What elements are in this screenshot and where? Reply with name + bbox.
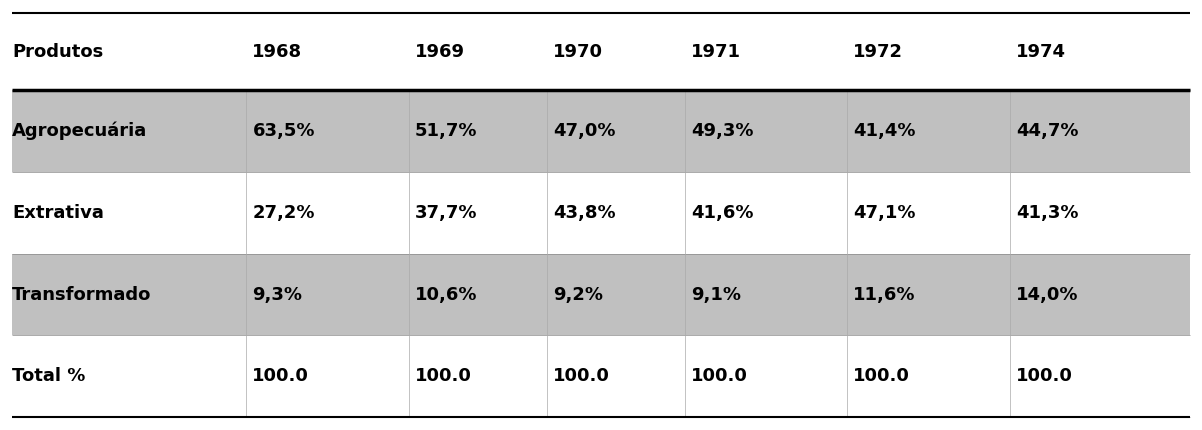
Text: Extrativa: Extrativa: [12, 204, 103, 222]
Text: Agropecuária: Agropecuária: [12, 122, 148, 141]
Text: 14,0%: 14,0%: [1016, 286, 1078, 304]
Text: 1971: 1971: [691, 43, 742, 61]
Bar: [12, 90, 1190, 172]
Text: 41,4%: 41,4%: [853, 122, 916, 140]
Text: 43,8%: 43,8%: [553, 204, 615, 222]
Text: 47,1%: 47,1%: [853, 204, 916, 222]
Text: Total %: Total %: [12, 367, 85, 385]
Text: 1970: 1970: [553, 43, 603, 61]
Text: 100.0: 100.0: [415, 367, 471, 385]
Text: 100.0: 100.0: [853, 367, 910, 385]
Text: Produtos: Produtos: [12, 43, 103, 61]
Text: Transformado: Transformado: [12, 286, 151, 304]
Text: 41,6%: 41,6%: [691, 204, 754, 222]
Text: 44,7%: 44,7%: [1016, 122, 1078, 140]
Text: 100.0: 100.0: [553, 367, 609, 385]
Text: 41,3%: 41,3%: [1016, 204, 1078, 222]
Text: 1972: 1972: [853, 43, 904, 61]
Text: 47,0%: 47,0%: [553, 122, 615, 140]
Text: 9,3%: 9,3%: [252, 286, 303, 304]
Text: 10,6%: 10,6%: [415, 286, 477, 304]
Text: 9,1%: 9,1%: [691, 286, 742, 304]
Text: 9,2%: 9,2%: [553, 286, 603, 304]
Text: 1968: 1968: [252, 43, 303, 61]
Text: 100.0: 100.0: [1016, 367, 1072, 385]
Text: 100.0: 100.0: [252, 367, 309, 385]
Text: 27,2%: 27,2%: [252, 204, 315, 222]
Text: 51,7%: 51,7%: [415, 122, 477, 140]
Text: 1969: 1969: [415, 43, 465, 61]
Text: 1974: 1974: [1016, 43, 1066, 61]
Text: 37,7%: 37,7%: [415, 204, 477, 222]
Text: 63,5%: 63,5%: [252, 122, 315, 140]
Text: 11,6%: 11,6%: [853, 286, 916, 304]
Text: 49,3%: 49,3%: [691, 122, 754, 140]
Bar: [12, 254, 1190, 335]
Text: 100.0: 100.0: [691, 367, 748, 385]
